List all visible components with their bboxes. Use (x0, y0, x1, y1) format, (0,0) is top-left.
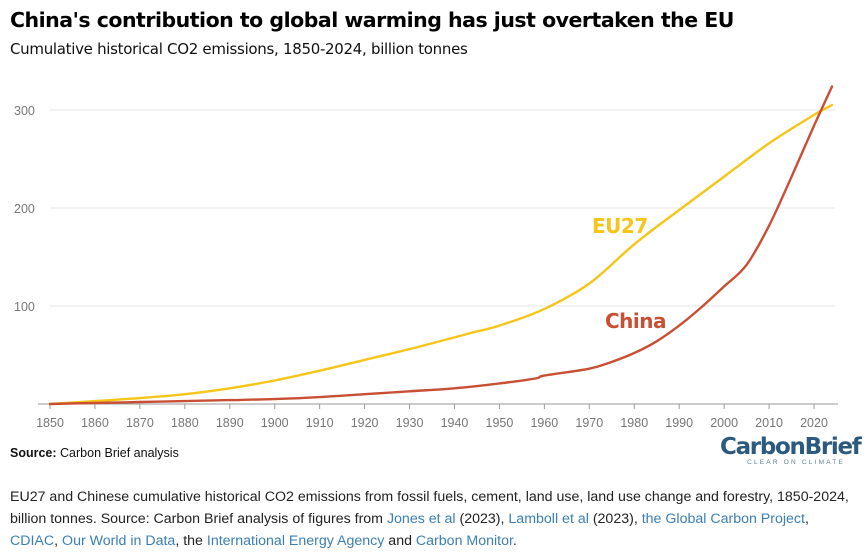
x-axis: 1850 1860 1870 1880 1890 1900 1910 1920 1930 1940… (36, 403, 838, 430)
x-tick-label: 1910 (306, 416, 334, 430)
caption-text: (2023), (588, 511, 642, 527)
x-tick-label: 1890 (216, 416, 244, 430)
x-tick-label: 1940 (441, 416, 469, 430)
series-lines (48, 85, 834, 406)
logo-tagline: CLEAR ON CLIMATE (747, 459, 845, 466)
link-cdiac[interactable]: CDIAC (10, 533, 55, 549)
caption-text: and (384, 533, 416, 549)
x-tick-label: 1870 (126, 416, 154, 430)
figure-caption: EU27 and Chinese cumulative historical C… (10, 486, 850, 552)
x-tick-label: 1970 (575, 416, 603, 430)
chart-title: China's contribution to global warming h… (10, 8, 734, 32)
source-note: Source: Carbon Brief analysis (10, 446, 179, 460)
caption-text: , (804, 511, 809, 527)
link-our-world-in-data[interactable]: Our World in Data (62, 533, 176, 549)
y-tick-label: 200 (14, 202, 35, 216)
link-lamboll-et-al[interactable]: Lamboll et al (508, 511, 589, 527)
x-tick-label: 2000 (710, 416, 738, 430)
x-tick-label: 2020 (800, 416, 828, 430)
x-tick-label: 1930 (396, 416, 424, 430)
chart-subtitle: Cumulative historical CO2 emissions, 185… (10, 40, 468, 58)
link-global-carbon-project[interactable]: the Global Carbon Project (641, 511, 805, 527)
x-tick-label: 1980 (620, 416, 648, 430)
y-axis-ticks: 100 200 300 (14, 104, 35, 314)
x-tick-label: 2010 (755, 416, 783, 430)
link-jones-et-al[interactable]: Jones et al (386, 511, 456, 527)
line-chart: 1850 1860 1870 1880 1890 1900 1910 1920 1930 1940… (14, 85, 838, 430)
source-text: Carbon Brief analysis (60, 446, 179, 460)
x-tick-label: 1880 (171, 416, 199, 430)
x-tick-label: 1860 (81, 416, 109, 430)
x-tick-label: 1920 (351, 416, 379, 430)
x-tick-label: 1990 (665, 416, 693, 430)
logo-name: CarbonBrief (720, 434, 862, 460)
caption-text: EU27 and Chinese cumulative historical C… (10, 489, 849, 527)
series-label-china: China (605, 309, 666, 333)
link-carbon-monitor[interactable]: Carbon Monitor (415, 533, 513, 549)
series-line-eu27 (48, 103, 834, 406)
y-tick-label: 100 (14, 300, 35, 314)
x-tick-label: 1950 (486, 416, 514, 430)
caption-text: , the (175, 533, 207, 549)
carbon-brief-logo: CarbonBrief CLEAR ON CLIMATE (720, 434, 862, 467)
series-line-china (48, 85, 834, 406)
caption-text: , (54, 533, 63, 549)
x-tick-label: 1960 (530, 416, 558, 430)
gridlines (50, 109, 835, 307)
caption-text: . (512, 533, 517, 549)
link-international-energy-agency[interactable]: International Energy Agency (206, 533, 385, 549)
x-tick-label: 1900 (261, 416, 289, 430)
y-tick-label: 300 (14, 104, 35, 118)
source-label: Source: (10, 446, 57, 460)
x-tick-label: 1850 (36, 416, 64, 430)
series-label-eu27: EU27 (592, 214, 648, 238)
series-labels: EU27 China (592, 214, 667, 333)
caption-text: (2023), (455, 511, 509, 527)
